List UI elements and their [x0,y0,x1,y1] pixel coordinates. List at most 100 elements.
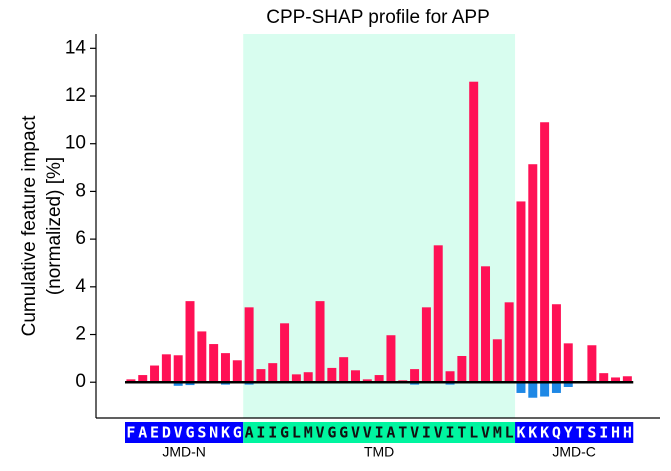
residue: T [457,424,466,442]
residue: I [375,424,384,442]
bar [315,301,325,383]
residue: Y [564,424,573,442]
residue: V [434,424,443,442]
residue: V [316,424,325,442]
residue: I [446,424,455,442]
bar [516,382,526,393]
bar [209,344,219,383]
residue: S [587,424,596,442]
bar [173,355,183,383]
bar [528,164,538,383]
residue: F [126,424,135,442]
bar [410,369,420,383]
bar [563,382,573,387]
residue: G [233,424,242,442]
residue: V [174,424,183,442]
residue: L [292,424,301,442]
residue: L [505,424,514,442]
residue: Q [552,424,561,442]
residue: I [422,424,431,442]
bar [185,382,195,386]
y-tick-label: 12 [65,85,86,106]
segment-label: JMD-C [552,444,596,460]
bar [126,379,136,383]
residue: A [138,424,147,442]
bar [551,304,561,383]
residue: V [410,424,419,442]
residue: V [351,424,360,442]
y-tick-label: 2 [75,324,86,345]
y-label-line: (normalized) [%] [44,157,65,295]
bar [256,369,266,383]
bar [303,372,313,383]
residue: G [339,424,348,442]
bar [563,343,573,383]
bar [138,375,148,383]
residue: A [245,424,254,442]
bar [540,382,550,397]
bar [516,201,526,383]
residue: V [363,424,372,442]
bar [232,360,242,383]
bar [504,302,514,383]
chart-title: CPP-SHAP profile for APP [266,7,490,28]
bar [362,379,372,383]
bar [622,376,632,383]
residue: N [209,424,218,442]
residue: G [280,424,289,442]
y-axis-label: Cumulative feature impact (normalized) [… [19,115,65,336]
residue: D [162,424,171,442]
residue: I [599,424,608,442]
residue: V [481,424,490,442]
residue: K [221,424,230,442]
bar [327,367,337,383]
residue: K [540,424,549,442]
segment-label: TMD [364,444,394,460]
residue: T [398,424,407,442]
residue: L [469,424,478,442]
bar [386,335,396,383]
bar [268,363,278,383]
bar [445,371,455,383]
residue: M [304,424,313,442]
bar [374,375,384,383]
residue: M [493,424,502,442]
residue: K [516,424,525,442]
bar [457,355,467,383]
residue: G [327,424,336,442]
bar [611,377,621,383]
sequence-box [243,422,516,443]
bar [197,331,207,383]
bar [540,122,550,383]
bar [421,307,431,383]
bar [291,374,301,383]
residue: S [197,424,206,442]
residue: E [150,424,159,442]
y-tick-label: 0 [75,371,86,392]
bar [433,245,443,383]
bar [492,339,502,383]
bar [220,353,230,383]
bar [161,354,171,383]
y-label-line: Cumulative feature impact [19,115,40,336]
bar [528,382,538,398]
y-tick-label: 10 [65,133,86,154]
bar [599,373,609,383]
residue: T [576,424,585,442]
residue: H [623,424,632,442]
bar [350,370,360,383]
bar [339,357,349,383]
bar [150,365,160,383]
segment-label: JMD-N [162,444,206,460]
bar [244,307,254,383]
y-tick-label: 4 [75,276,86,297]
y-tick-label: 14 [65,37,87,58]
y-tick-label: 6 [75,228,86,249]
bar [173,382,183,386]
y-tick-label: 8 [75,180,86,201]
bar [280,323,290,383]
bar [185,301,195,383]
bar [551,382,561,393]
sequence-box [125,422,244,443]
